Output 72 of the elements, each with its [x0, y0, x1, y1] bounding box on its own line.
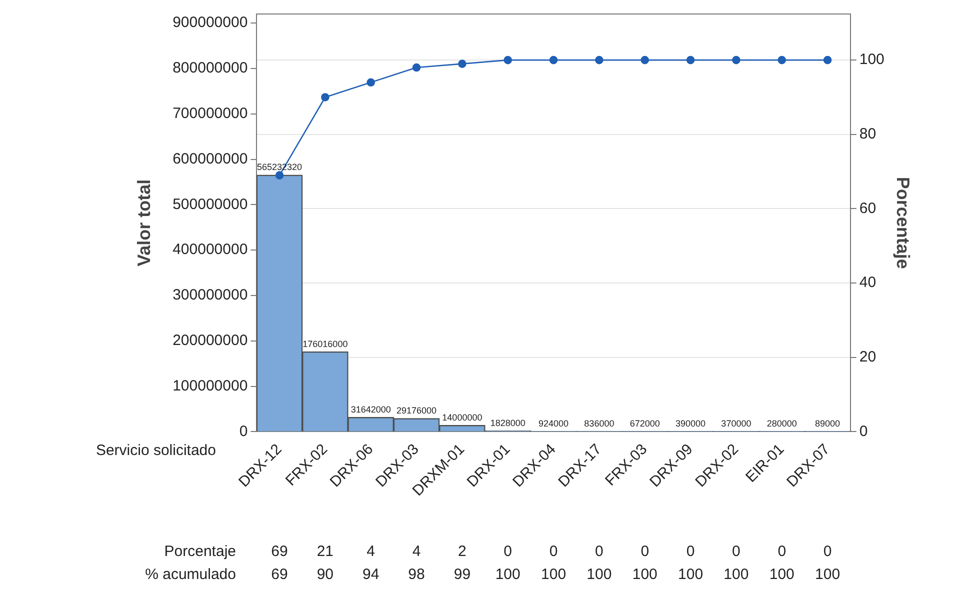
point — [595, 56, 604, 64]
y2-tick-label: 0 — [859, 422, 868, 440]
text: 0 — [595, 543, 604, 560]
y-tick-label: 300000000 — [172, 286, 248, 304]
data-label: 176016000 — [302, 338, 348, 349]
text: Porcentaje — [164, 543, 236, 560]
data-label: 836000 — [584, 418, 614, 428]
point — [823, 56, 832, 64]
y-tick-label: 700000000 — [172, 105, 248, 122]
data-label: 280000 — [766, 418, 797, 429]
text: 69 — [271, 543, 288, 560]
y-tick-label: 600000000 — [172, 150, 248, 168]
y2-tick-label: 80 — [859, 126, 876, 143]
text: 0 — [823, 543, 832, 560]
y-tick-label: 900000000 — [172, 14, 248, 32]
data-label: 94 — [362, 566, 380, 584]
text: 21 — [316, 543, 334, 560]
text: 0 — [686, 543, 695, 560]
data-label: 100 — [632, 566, 658, 584]
point — [321, 93, 330, 102]
y-tick-label: 100000000 — [172, 377, 248, 394]
data-label: 672000 — [630, 418, 660, 428]
data-label: 98 — [408, 566, 425, 584]
data-label: 100 — [495, 566, 520, 584]
y2-axis-title: Porcentaje — [893, 176, 914, 269]
data-label: 100 — [815, 566, 840, 584]
data-label: 924000 — [538, 418, 569, 428]
text: 4 — [412, 543, 421, 560]
data-label: 99 — [454, 566, 471, 584]
data-label: 90 — [316, 566, 334, 584]
data-label: 69 — [271, 566, 288, 584]
data-label: 29176000 — [396, 405, 437, 416]
point — [412, 63, 421, 72]
y-tick-label: 800000000 — [172, 60, 248, 77]
data-label: 100 — [724, 566, 749, 584]
point — [549, 56, 558, 64]
data-label: 31642000 — [350, 404, 391, 414]
y2-tick-label: 20 — [859, 348, 876, 366]
point — [504, 56, 512, 64]
text: 0 — [640, 543, 650, 560]
data-label: 89000 — [815, 418, 840, 429]
text: % acumulado — [145, 566, 236, 584]
text: 4 — [366, 543, 376, 560]
point — [640, 56, 650, 64]
x-axis-title: Servicio solicitado — [96, 442, 216, 459]
text: 2 — [458, 543, 466, 560]
text: 0 — [732, 543, 740, 560]
y2-tick-label: 60 — [859, 200, 876, 217]
data-label: 390000 — [676, 418, 706, 429]
data-label: 14000000 — [442, 412, 482, 422]
point — [778, 56, 786, 64]
text: 0 — [504, 543, 512, 560]
text: 0 — [549, 543, 558, 560]
data-label: 100 — [769, 566, 794, 584]
y2-tick-label: 40 — [859, 274, 876, 292]
y-tick-label: 0 — [239, 422, 248, 440]
point — [686, 56, 695, 64]
data-label: 100 — [541, 566, 566, 584]
y-tick-label: 500000000 — [172, 196, 248, 213]
data-label: 1828000 — [490, 418, 526, 428]
text: 0 — [778, 543, 786, 560]
data-label: 100 — [586, 566, 612, 584]
point — [458, 60, 466, 68]
y-tick-label: 200000000 — [172, 332, 248, 350]
point — [366, 78, 375, 87]
data-label: 370000 — [721, 418, 752, 429]
point — [275, 171, 284, 180]
y-tick-label: 400000000 — [172, 241, 248, 258]
y-axis-title: Valor total — [134, 179, 154, 266]
point — [732, 56, 740, 64]
y2-tick-label: 100 — [859, 51, 884, 68]
data-label: 100 — [678, 566, 704, 584]
